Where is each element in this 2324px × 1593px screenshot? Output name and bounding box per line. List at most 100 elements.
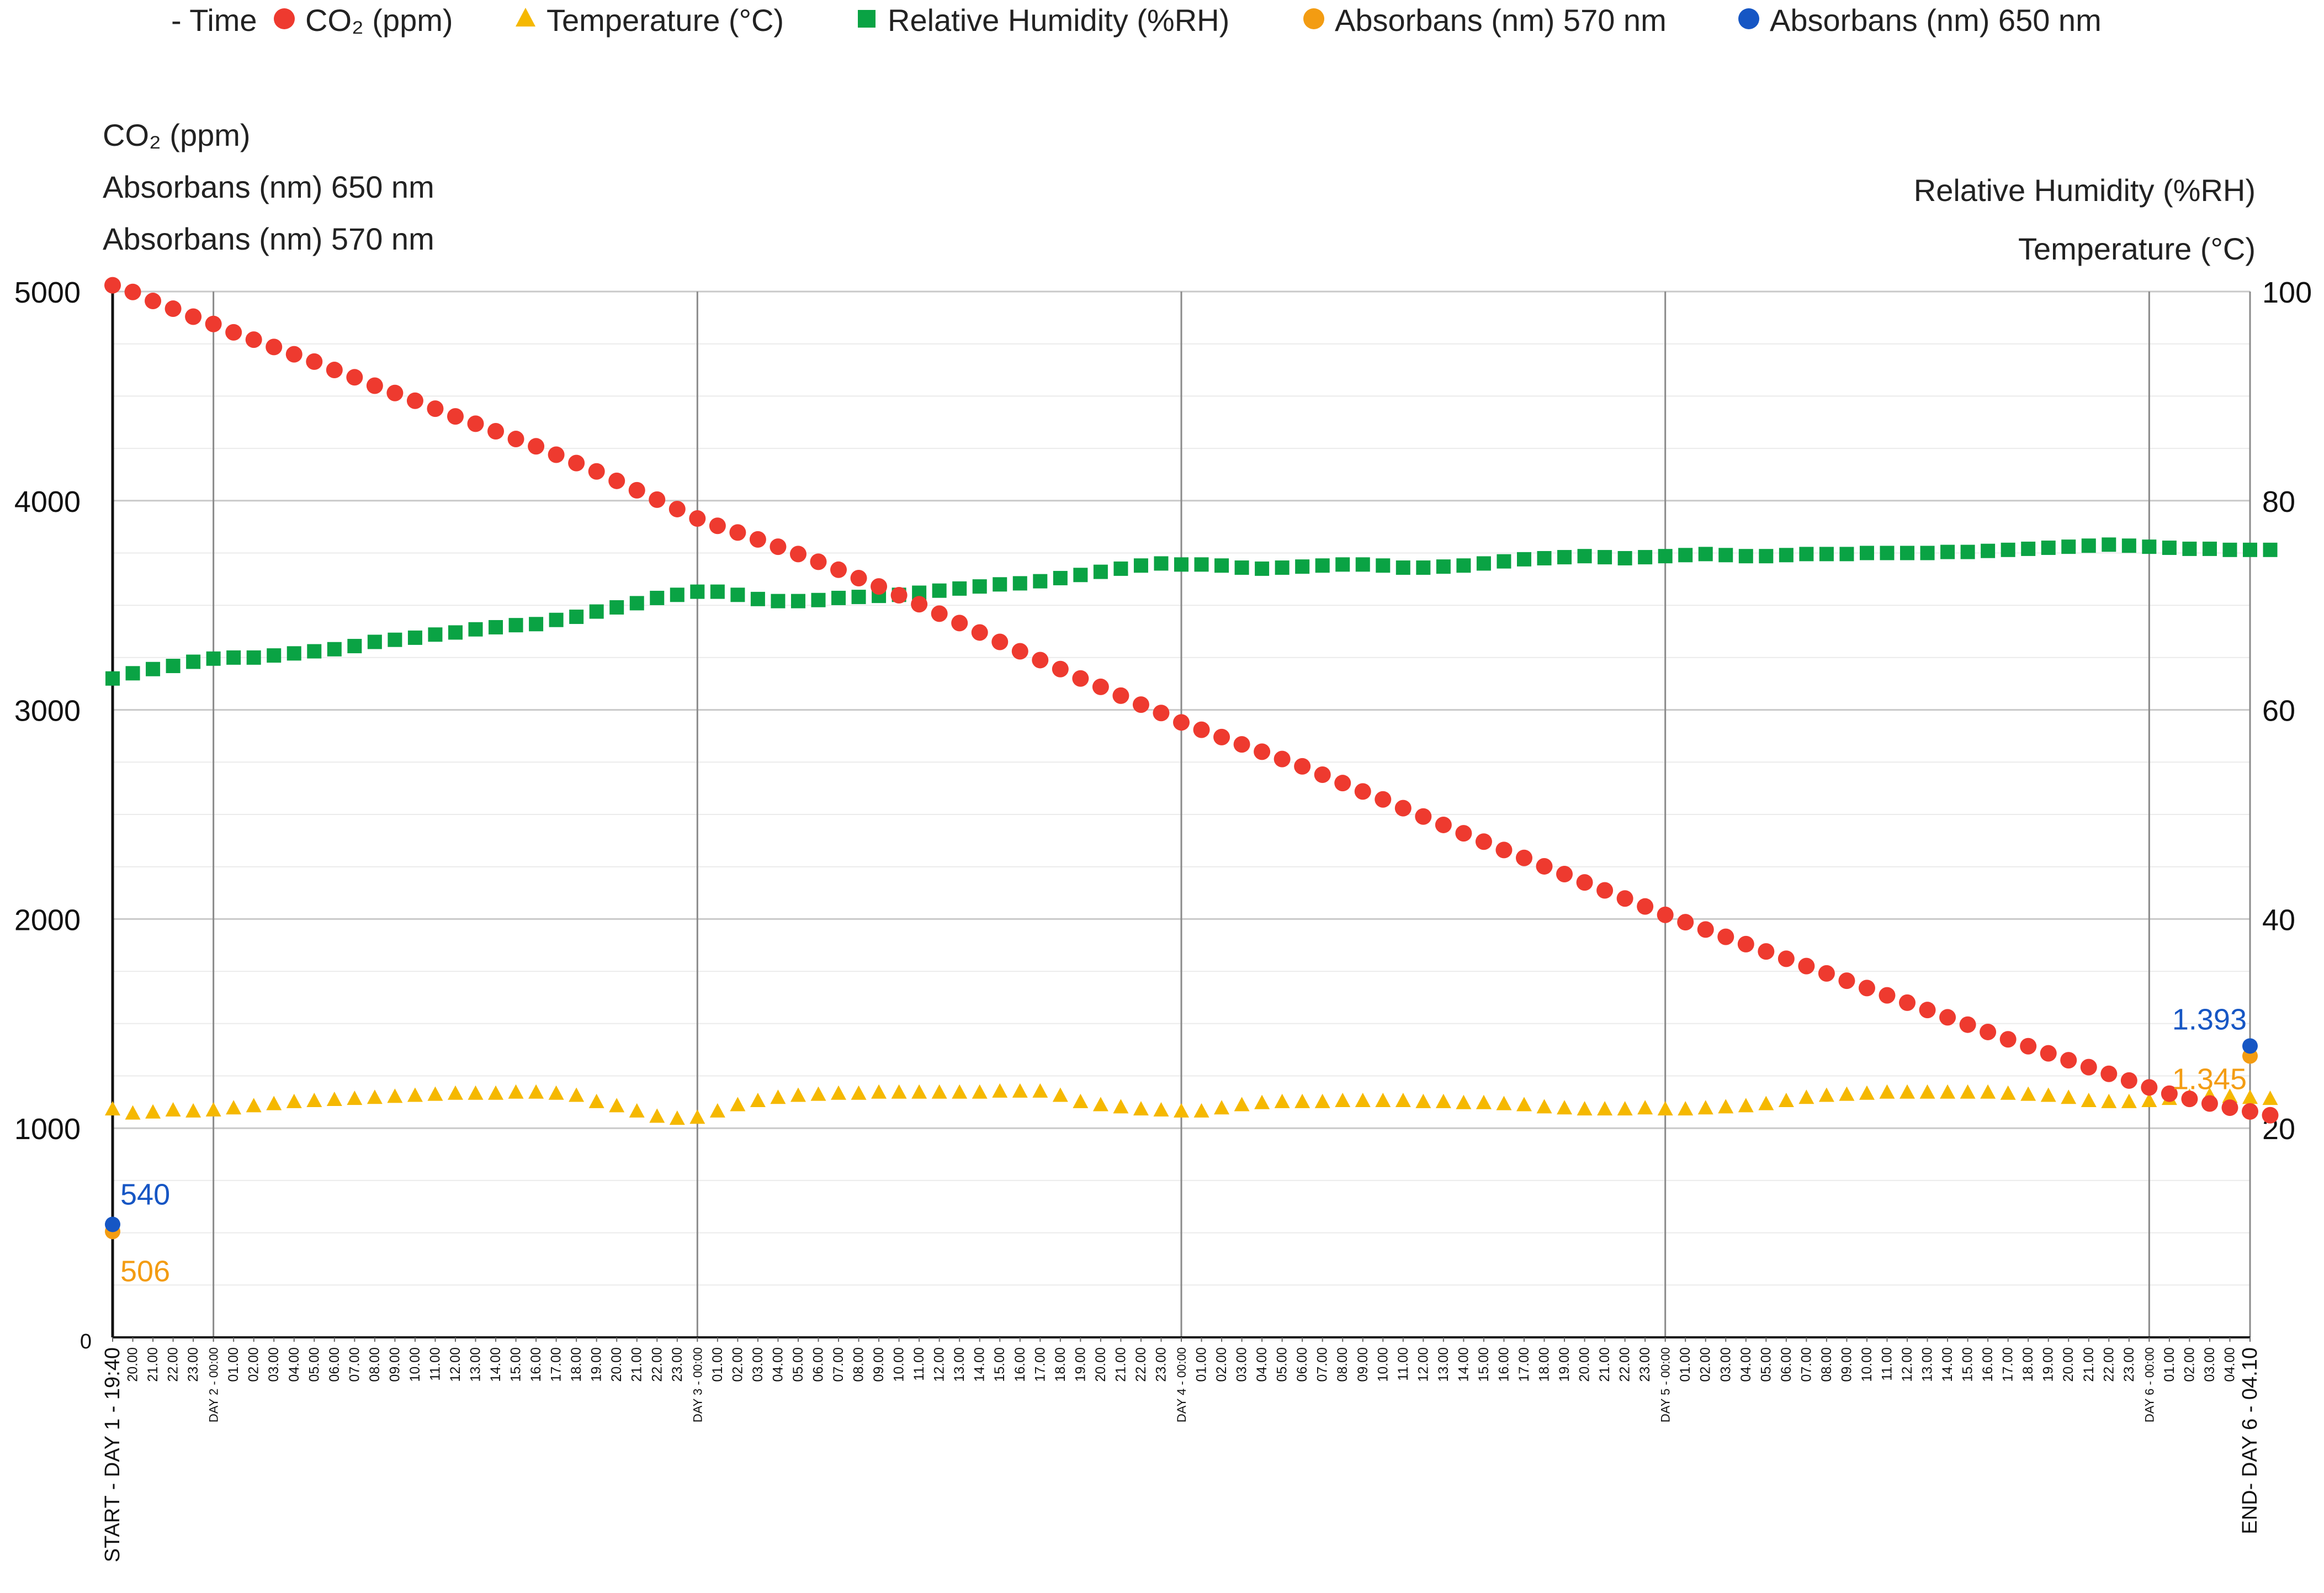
co2-point — [145, 293, 162, 310]
temperature-point — [1415, 1093, 1431, 1108]
temperature-point — [588, 1093, 604, 1108]
rh-point — [2182, 541, 2197, 556]
y-tick-left: 0 — [80, 1330, 92, 1353]
rh-point — [1315, 558, 1330, 573]
rh-point — [851, 590, 866, 605]
temperature-point — [1254, 1094, 1270, 1109]
rh-point — [1940, 544, 1955, 559]
temperature-point — [1758, 1095, 1774, 1110]
temperature-point — [709, 1103, 725, 1118]
rh-point — [1658, 549, 1673, 564]
co2-point — [1274, 750, 1291, 768]
temperature-point — [1314, 1093, 1330, 1108]
temperature-point — [326, 1092, 342, 1107]
co2-point — [165, 300, 182, 317]
x-tick-label: 23.00 — [2121, 1347, 2137, 1382]
rh-point — [1617, 551, 1632, 565]
co2-point — [1778, 950, 1795, 967]
x-tick-label: 12.00 — [448, 1347, 463, 1382]
co2-point — [447, 408, 464, 425]
co2-point — [850, 569, 867, 586]
rh-point — [952, 581, 967, 596]
co2-point — [205, 315, 222, 332]
rh-point — [388, 632, 402, 647]
x-tick-label: 10.00 — [1375, 1347, 1391, 1382]
x-tick-label: 12.00 — [1415, 1347, 1431, 1382]
temperature-point — [669, 1110, 685, 1125]
temperature-point — [810, 1086, 826, 1101]
temperature-point — [689, 1109, 705, 1124]
co2-point — [124, 283, 141, 300]
co2-point — [1758, 943, 1775, 960]
co2-point — [1153, 705, 1170, 722]
x-tick-label: 21.00 — [145, 1347, 161, 1382]
legend-label: Absorbans (nm) 650 nm — [1770, 3, 2102, 38]
temperature-point — [1940, 1084, 1956, 1099]
rh-point — [690, 584, 705, 599]
temperature-point — [226, 1100, 242, 1115]
co2-point — [427, 400, 444, 417]
co2-point — [568, 454, 585, 472]
rh-point — [2162, 541, 2177, 555]
x-tick-label: 21.00 — [629, 1347, 645, 1382]
temperature-point — [1294, 1093, 1310, 1108]
legend-marker — [274, 8, 295, 29]
co2-point — [1818, 965, 1835, 982]
legend: - Time CO₂ (ppm) Temperature (°C) Relative … — [171, 3, 2102, 38]
rh-point — [1900, 546, 1915, 560]
rh-point — [468, 622, 483, 637]
x-tick-label: 14.00 — [488, 1347, 503, 1382]
rh-point — [2102, 537, 2116, 552]
rh-point — [2142, 539, 2157, 554]
co2-point — [346, 369, 363, 386]
series-co2 — [104, 277, 2279, 1124]
co2-point — [608, 472, 625, 489]
series-absorbance: 506 1.345 540 1.393 — [105, 1003, 2258, 1288]
x-tick-label: 08.00 — [367, 1347, 383, 1382]
legend-label: Absorbans (nm) 570 nm — [1335, 3, 1667, 38]
temperature-point — [609, 1098, 625, 1113]
co2-point — [528, 438, 545, 455]
temperature-point — [1395, 1092, 1411, 1107]
x-tick-label: 02.00 — [1698, 1347, 1713, 1382]
x-tick-label: 15.00 — [1960, 1347, 1976, 1382]
co2-point — [1657, 906, 1674, 923]
rh-point — [1456, 558, 1471, 573]
axis-titles: CO₂ (ppm) Absorbans (nm) 650 nm Absorbans … — [103, 118, 2256, 266]
temperature-point — [1980, 1084, 1996, 1099]
temperature-point — [1174, 1103, 1189, 1118]
co2-point — [2040, 1045, 2057, 1062]
x-tick-label: 16.00 — [528, 1347, 544, 1382]
temperature-point — [750, 1092, 766, 1107]
temperature-point — [1879, 1084, 1895, 1099]
rh-point — [286, 646, 301, 661]
rh-point — [750, 591, 765, 606]
rh-point — [549, 612, 564, 627]
rh-point — [1073, 568, 1088, 583]
co2-point — [507, 431, 524, 448]
legend-item-co2: CO₂ (ppm) — [274, 3, 453, 38]
temperature-point — [1214, 1100, 1230, 1115]
x-tick-label: 21.00 — [1597, 1347, 1612, 1382]
x-tick-label: 16.00 — [1980, 1347, 1996, 1382]
rh-point — [1537, 551, 1552, 565]
x-tick-label: 07.00 — [831, 1347, 846, 1382]
y-tick-left: 5000 — [14, 276, 81, 309]
rh-point — [1698, 547, 1713, 562]
temperature-point — [1153, 1102, 1169, 1117]
legend-item-time: - Time — [171, 3, 257, 38]
gridlines — [111, 290, 2251, 1338]
temperature-point — [831, 1085, 847, 1100]
co2-point — [1415, 808, 1432, 825]
co2-point — [789, 546, 806, 563]
x-tick-label: 20.00 — [125, 1347, 141, 1382]
temperature-point — [1476, 1094, 1492, 1109]
co2-point — [1475, 833, 1492, 850]
temperature-point — [1012, 1083, 1028, 1098]
rh-point — [489, 620, 503, 634]
x-tick-label: 08.00 — [1819, 1347, 1834, 1382]
rh-point — [347, 639, 362, 654]
temperature-point — [1052, 1087, 1068, 1102]
temperature-point — [1073, 1093, 1089, 1108]
